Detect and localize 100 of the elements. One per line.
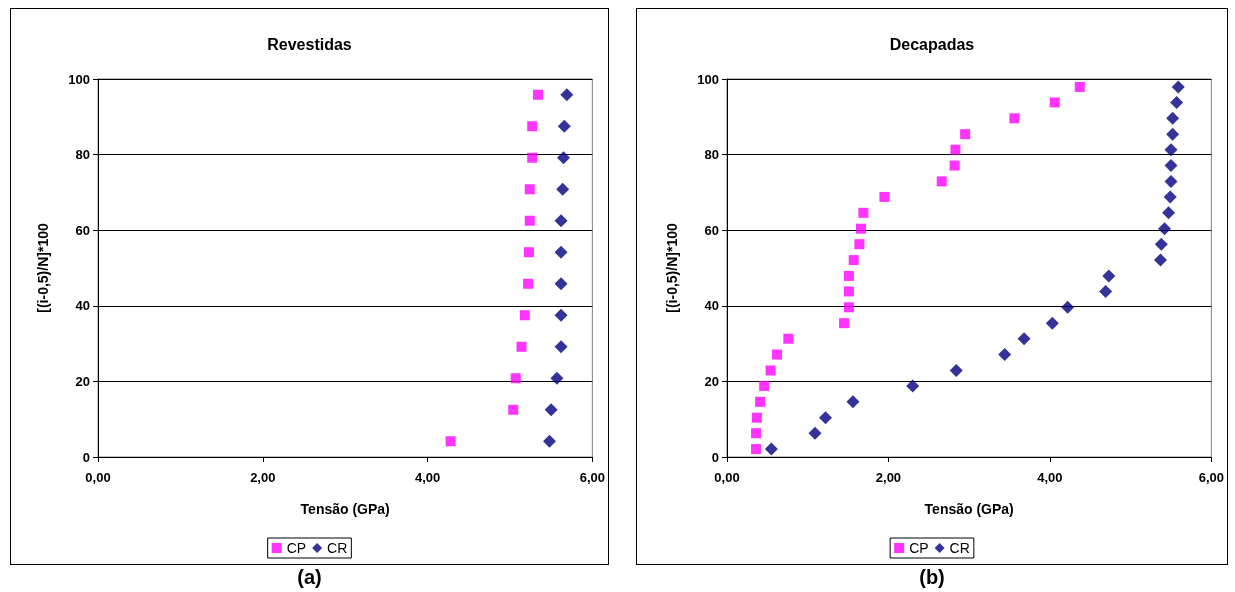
point [783, 333, 794, 344]
point [1045, 316, 1059, 330]
y-tick-label: 100 [68, 71, 90, 87]
point [960, 129, 971, 140]
point [879, 191, 890, 202]
legend-label: CP [909, 540, 929, 556]
y-tick-label: 60 [704, 222, 719, 238]
point [950, 144, 961, 155]
point [557, 119, 571, 133]
point [1164, 143, 1178, 157]
point [1017, 332, 1031, 346]
point [554, 245, 568, 259]
point [1074, 81, 1085, 92]
point [998, 348, 1012, 362]
point [755, 396, 766, 407]
x-tick-label: 0,00 [85, 470, 111, 485]
point [554, 277, 568, 291]
x-tick-label: 4,00 [1037, 470, 1063, 485]
legend-label: CR [949, 540, 970, 556]
y-tick-label: 80 [75, 147, 90, 163]
point [524, 215, 535, 226]
legend-label: CP [286, 540, 307, 556]
point [1170, 95, 1184, 109]
point [856, 223, 866, 234]
point [560, 88, 574, 102]
point [516, 341, 527, 352]
point [843, 270, 854, 281]
point [818, 411, 832, 425]
point [936, 176, 947, 187]
x-axis-title: Tensão (GPa) [300, 501, 390, 517]
point [949, 160, 960, 171]
point [759, 380, 770, 391]
y-tick-label: 20 [75, 373, 90, 389]
point [544, 403, 558, 417]
point [772, 349, 783, 360]
point [765, 365, 776, 376]
chart-title: Revestidas [267, 35, 352, 53]
point [557, 151, 571, 165]
point [846, 395, 860, 409]
point [808, 426, 822, 440]
x-tick-label: 4,00 [414, 470, 441, 485]
point [1153, 253, 1167, 267]
point [1166, 127, 1180, 141]
point [1164, 159, 1178, 173]
point [510, 373, 521, 384]
point [751, 412, 762, 423]
point [1049, 97, 1060, 108]
point [523, 278, 534, 289]
point [508, 404, 519, 415]
point [843, 302, 854, 313]
point [854, 239, 865, 250]
point [445, 436, 456, 447]
point [1162, 206, 1176, 220]
point [550, 371, 564, 385]
point [1164, 174, 1178, 188]
point [1163, 190, 1177, 204]
chart-title: Decapadas [889, 35, 975, 53]
point [751, 444, 762, 455]
point [751, 428, 762, 439]
point [906, 379, 920, 393]
point [532, 89, 543, 100]
x-tick-label: 6,00 [1198, 470, 1225, 485]
y-axis-title: [(i-0,5)/N]*100 [664, 223, 680, 313]
point [554, 214, 568, 228]
point [543, 434, 557, 448]
point [1158, 222, 1172, 236]
y-tick-label: 40 [75, 298, 90, 314]
point [1102, 269, 1116, 283]
x-axis-title: Tensão (GPa) [924, 501, 1014, 517]
point [848, 255, 859, 266]
point [527, 152, 538, 163]
point [858, 207, 869, 218]
point [523, 247, 534, 258]
point [527, 121, 538, 132]
point [556, 182, 570, 196]
point [843, 286, 854, 297]
point [1154, 237, 1168, 251]
point [519, 310, 530, 321]
y-tick-label: 60 [75, 222, 90, 238]
y-tick-label: 80 [704, 147, 719, 163]
y-axis-title: [(i-0,5)/N]*100 [35, 223, 51, 313]
legend-label: CR [327, 540, 348, 556]
x-tick-label: 2,00 [875, 470, 902, 485]
y-tick-label: 100 [697, 71, 719, 87]
point [524, 184, 535, 195]
y-tick-label: 0 [82, 449, 90, 465]
point [1061, 300, 1075, 314]
point [839, 318, 850, 329]
point [764, 442, 778, 456]
text: (b) [918, 565, 946, 590]
y-tick-label: 40 [704, 298, 719, 314]
point [949, 363, 963, 377]
point [1099, 284, 1113, 298]
text: (a) [296, 565, 323, 590]
point [554, 340, 568, 354]
x-tick-label: 2,00 [250, 470, 276, 485]
x-tick-label: 6,00 [579, 470, 606, 485]
y-tick-label: 0 [711, 449, 719, 465]
point [554, 308, 568, 322]
y-tick-label: 20 [704, 373, 719, 389]
